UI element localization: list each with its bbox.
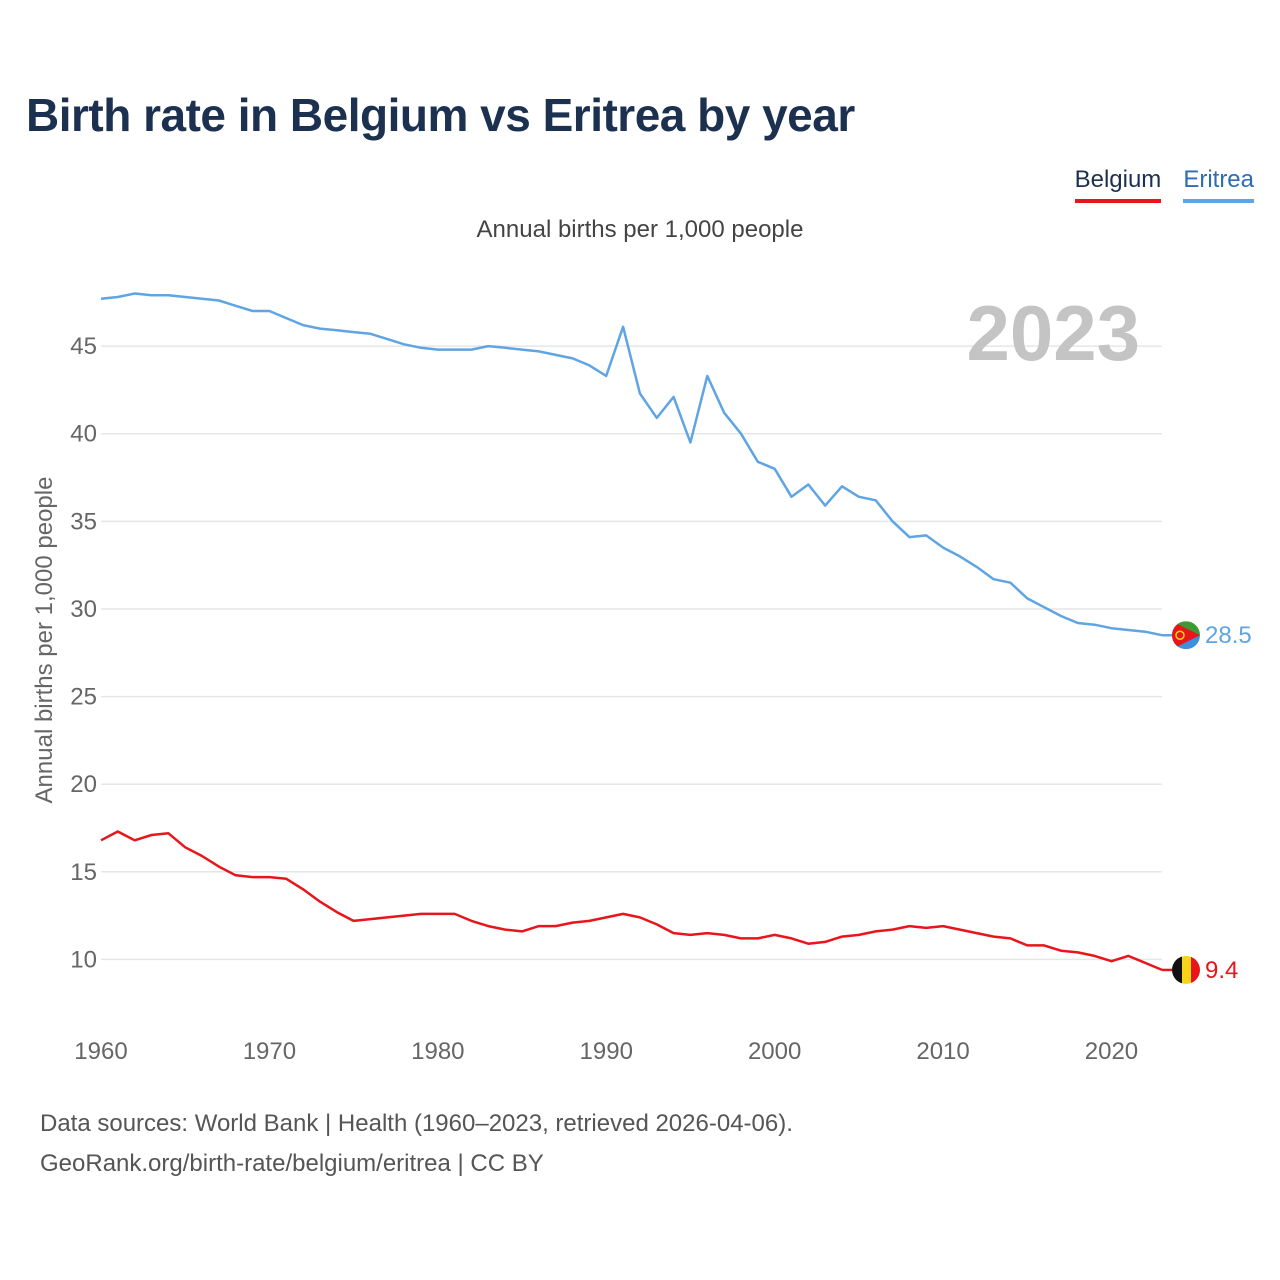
x-tick-label: 1960 (74, 1038, 127, 1065)
y-tick-label: 20 (70, 771, 97, 798)
plot-area: 10 15 20 25 30 35 40 45 1960 1970 1980 1990 2000 201… (31, 289, 1252, 1065)
x-tick-label: 1990 (580, 1038, 633, 1065)
end-markers: 9.4 28.5 (1162, 621, 1252, 984)
y-axis-label: Annual births per 1,000 people (31, 477, 58, 804)
y-tick-label: 30 (70, 596, 97, 623)
series-line-belgium[interactable] (100, 830, 1163, 972)
y-tick-label: 25 (70, 684, 97, 711)
chart-subtitle: Annual births per 1,000 people (476, 216, 804, 243)
y-tick-label: 40 (70, 421, 97, 448)
x-axis-ticks: 1960 1970 1980 1990 2000 2010 2020 (74, 1038, 1138, 1065)
flag-eritrea-icon (1172, 621, 1200, 650)
footer: Data sources: World Bank | Health (1960–… (40, 1104, 793, 1184)
y-tick-label: 45 (70, 333, 97, 360)
x-tick-label: 2000 (748, 1038, 801, 1065)
x-tick-label: 2020 (1085, 1038, 1138, 1065)
y-tick-label: 15 (70, 859, 97, 886)
y-axis-ticks: 10 15 20 25 30 35 40 45 (70, 333, 97, 973)
series-lines (100, 292, 1163, 972)
end-label-belgium: 9.4 (1205, 957, 1238, 984)
legend-item-belgium[interactable]: Belgium (1074, 165, 1162, 203)
legend-item-eritrea[interactable]: Eritrea (1183, 165, 1254, 203)
flag-belgium-icon (1172, 955, 1200, 984)
y-tick-label: 10 (70, 946, 97, 973)
series-line-eritrea[interactable] (100, 292, 1163, 637)
footer-sources: Data sources: World Bank | Health (1960–… (40, 1110, 793, 1137)
footer-attribution[interactable]: GeoRank.org/birth-rate/belgium/eritrea |… (40, 1150, 544, 1177)
x-tick-label: 2010 (916, 1038, 969, 1065)
chart-title: Birth rate in Belgium vs Eritrea by year (26, 89, 855, 141)
end-label-eritrea: 28.5 (1205, 622, 1252, 649)
x-tick-label: 1980 (411, 1038, 464, 1065)
x-tick-label: 1970 (243, 1038, 296, 1065)
legend: Belgium Eritrea (1074, 165, 1254, 203)
gridlines (101, 345, 1162, 961)
year-watermark: 2023 (966, 289, 1140, 377)
y-tick-label: 35 (70, 508, 97, 535)
